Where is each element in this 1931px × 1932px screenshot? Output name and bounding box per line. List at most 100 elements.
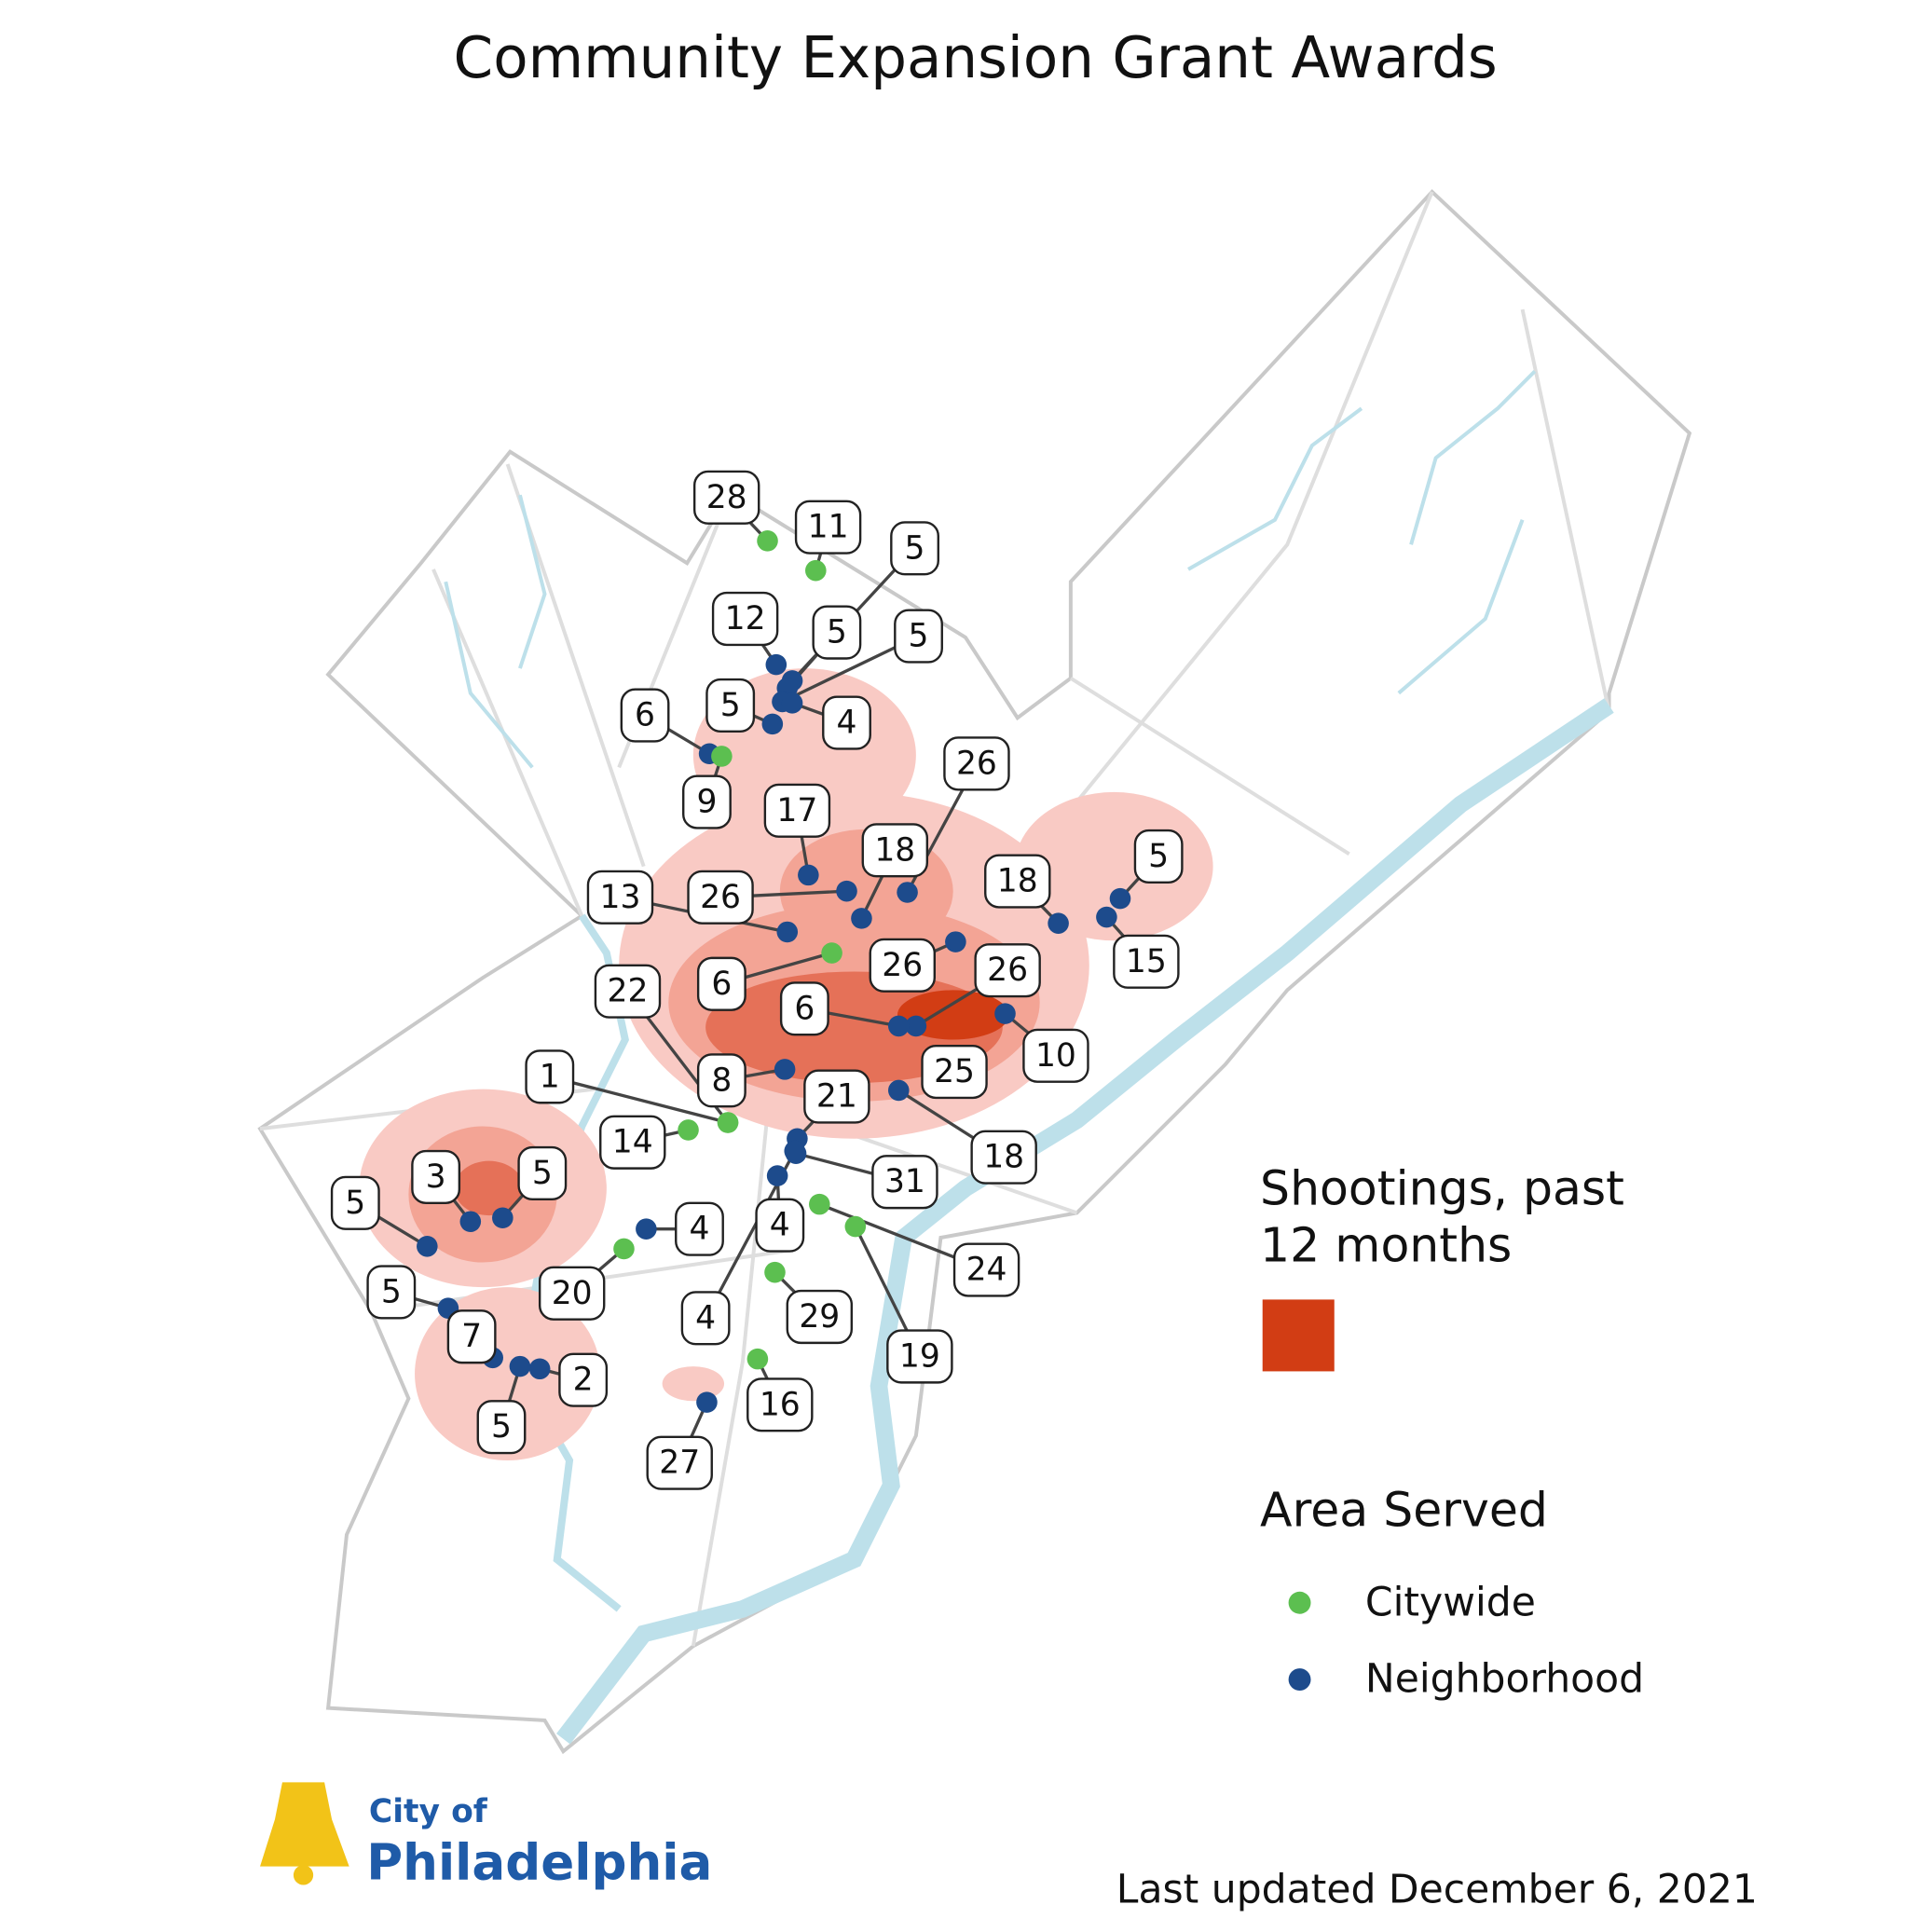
neighborhood-dot (798, 864, 819, 886)
label-box (803, 1069, 870, 1124)
marker-label: 21 (816, 1078, 857, 1116)
marker-label: 13 (600, 879, 641, 916)
label-box (517, 1145, 568, 1201)
citywide-dot (613, 1238, 635, 1260)
citywide-dot (764, 1261, 786, 1283)
neighborhood-dot (528, 1358, 551, 1380)
label-box (869, 938, 936, 993)
marker-label: 3 (426, 1158, 446, 1196)
legend-heat-title: Shootings, past (1260, 1160, 1624, 1215)
logo: City of Philadelphia (260, 1782, 712, 1892)
label-box (687, 870, 754, 925)
marker-label: 27 (659, 1445, 700, 1482)
marker-label: 15 (1126, 943, 1167, 980)
legend: Shootings, past 12 months Area Served Ci… (1260, 1160, 1644, 1702)
marker-label: 11 (808, 509, 849, 546)
marker-label: 16 (760, 1386, 801, 1423)
marker-label: 25 (934, 1053, 975, 1090)
logo-line1: City of (369, 1793, 488, 1830)
neighborhood-dot (636, 1218, 657, 1240)
citywide-dot (809, 1193, 830, 1215)
marker-label: 5 (905, 529, 925, 567)
marker-label: 20 (552, 1275, 593, 1312)
neighborhood-dot (761, 713, 784, 735)
label-box (970, 1130, 1037, 1185)
neighborhood-dot (1048, 912, 1069, 934)
citywide-dot (711, 746, 733, 767)
label-box (594, 964, 662, 1019)
citywide-dot (805, 559, 827, 582)
marker-label: 28 (706, 479, 747, 516)
legend-citywide: Citywide (1365, 1580, 1536, 1625)
marker-label: 22 (607, 973, 648, 1010)
neighborhood-dot (836, 880, 857, 902)
neighborhood-dot (765, 653, 787, 676)
marker-label: 1 (540, 1058, 560, 1095)
label-box (943, 736, 1010, 791)
neighborhood-dot (774, 1059, 796, 1080)
marker-label: 26 (882, 947, 923, 984)
marker-label: 5 (827, 614, 847, 651)
marker-label: 18 (983, 1139, 1024, 1176)
label-box (476, 1400, 527, 1455)
label-box (682, 774, 732, 829)
marker-label: 31 (884, 1163, 925, 1200)
label-box (411, 1149, 461, 1205)
marker-label: 5 (491, 1408, 512, 1446)
neighborhood-dot (417, 1236, 438, 1257)
label-box (794, 500, 862, 555)
label-box (974, 943, 1041, 998)
citywide-dot (717, 1112, 739, 1133)
label-box (620, 688, 670, 743)
marker-label: 2 (573, 1362, 594, 1399)
marker-label: 4 (837, 705, 857, 742)
label-box (822, 695, 871, 750)
neighborhood-dot (784, 1140, 806, 1162)
label-box (330, 1175, 380, 1230)
neighborhood-dot (696, 1391, 718, 1413)
neighborhood-dot (766, 1165, 788, 1186)
marker-label: 17 (776, 792, 817, 829)
marker-label: 26 (700, 879, 741, 916)
legend-area-title: Area Served (1260, 1483, 1548, 1538)
label-box (705, 678, 756, 733)
label-box (696, 1053, 746, 1108)
neighborhood-dot (459, 1211, 482, 1233)
marker-label: 10 (1035, 1037, 1076, 1075)
label-box (886, 1329, 953, 1384)
label-box (894, 609, 943, 664)
label-box (711, 591, 779, 647)
neighborhood-dot (1109, 887, 1131, 910)
title: Community Expansion Grant Awards (454, 25, 1498, 91)
neighborhood-dot (1096, 906, 1117, 928)
label-box (952, 1242, 1020, 1297)
label-box (446, 1309, 497, 1364)
citywide-dot (678, 1119, 699, 1141)
footer: Last updated December 6, 2021 (1116, 1867, 1758, 1912)
neighborhood-dot (905, 1015, 927, 1037)
citywide-dot (746, 1348, 769, 1370)
marker-label: 5 (532, 1155, 553, 1192)
logo-line2: Philadelphia (366, 1834, 712, 1892)
marker-label: 4 (689, 1211, 709, 1248)
legend-heat-title: 12 months (1260, 1217, 1512, 1272)
marker-label: 6 (635, 697, 655, 734)
label-box (921, 1044, 988, 1100)
neighborhood-dot (492, 1207, 514, 1229)
legend-neighborhood-dot (1288, 1668, 1311, 1692)
dots (417, 530, 1131, 1413)
neighborhood-dot (781, 692, 803, 714)
label-box (558, 1352, 609, 1407)
label-box (890, 521, 939, 576)
legend-citywide-dot (1288, 1591, 1311, 1614)
marker-label: 5 (720, 687, 741, 724)
marker-label: 8 (711, 1062, 732, 1099)
label-box (366, 1265, 417, 1320)
marker-label: 19 (899, 1337, 940, 1375)
neighborhood-dot (888, 1015, 910, 1037)
label-box (1133, 829, 1184, 884)
neighborhood-dot (945, 931, 966, 952)
label-box (763, 783, 831, 838)
